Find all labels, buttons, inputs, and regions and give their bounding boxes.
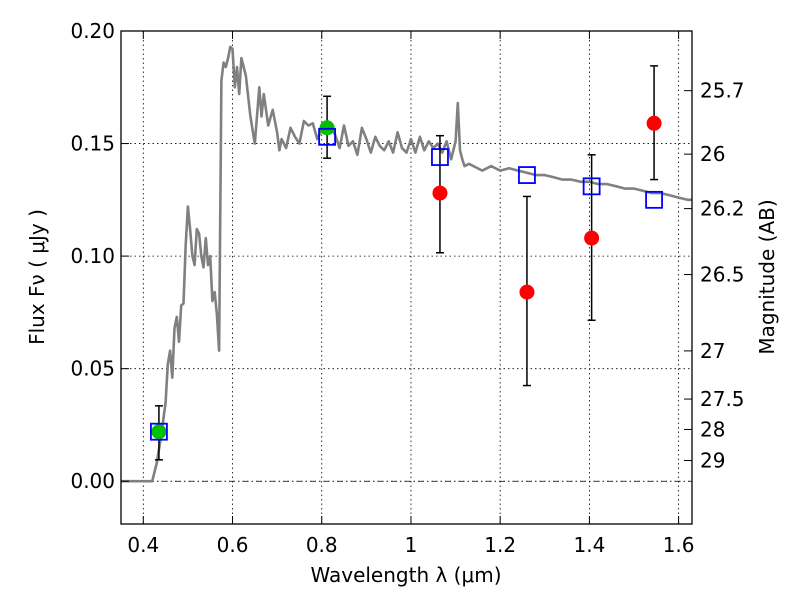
mag-tick-label: 26.2: [700, 197, 745, 221]
x-tick-label: 0.8: [306, 533, 338, 557]
model-box: [518, 166, 536, 184]
mag-tick-label: 26: [700, 142, 725, 166]
y-tick-label: 0.20: [70, 19, 115, 43]
grid: [121, 30, 692, 524]
model-box: [318, 127, 336, 146]
y-tick-label: 0.05: [70, 357, 115, 381]
red-point: [646, 115, 662, 131]
x-tick-label: 0.6: [217, 533, 249, 557]
red-point: [584, 230, 600, 246]
x-tick-label: 0.4: [127, 533, 159, 557]
model-box: [582, 177, 601, 196]
error-bars: [154, 65, 659, 461]
spectrum-line: [121, 45, 692, 483]
mag-tick-label: 27.5: [700, 387, 745, 411]
x-tick-label: 1.6: [663, 533, 695, 557]
mag-tick-label: 26.5: [700, 263, 745, 287]
red-point: [432, 185, 448, 201]
axis-ticks: 0.4 0.6 0.8 1 1.2 1.4 1.6 0.00 0.05 0.10 0.15 0.20 2…: [70, 19, 744, 557]
x-axis-title: Wavelength λ (μm): [310, 563, 501, 587]
y-tick-label: 0.00: [70, 469, 115, 493]
plot-frame: [120, 30, 693, 525]
green-point: [319, 120, 335, 136]
photometry-points: [151, 115, 662, 440]
mag-tick-label: 25.7: [700, 79, 745, 103]
y-axis-title: Flux Fν ( μJy ): [25, 209, 49, 345]
right-axis-title: Magnitude (AB): [755, 199, 779, 354]
model-photometry-boxes: [150, 127, 663, 441]
mag-tick-label: 27: [700, 339, 725, 363]
red-point: [519, 284, 535, 300]
y-tick-label: 0.10: [70, 244, 115, 268]
model-box: [431, 148, 449, 166]
model-box: [645, 190, 663, 209]
model-spectrum: [121, 45, 692, 483]
model-box: [150, 422, 168, 441]
mag-tick-label: 28: [700, 417, 725, 441]
green-point: [151, 424, 167, 440]
x-tick-label: 1: [405, 533, 418, 557]
mag-tick-label: 29: [700, 449, 725, 473]
x-tick-label: 1.4: [573, 533, 605, 557]
y-tick-label: 0.15: [70, 132, 115, 156]
x-tick-label: 1.2: [484, 533, 516, 557]
